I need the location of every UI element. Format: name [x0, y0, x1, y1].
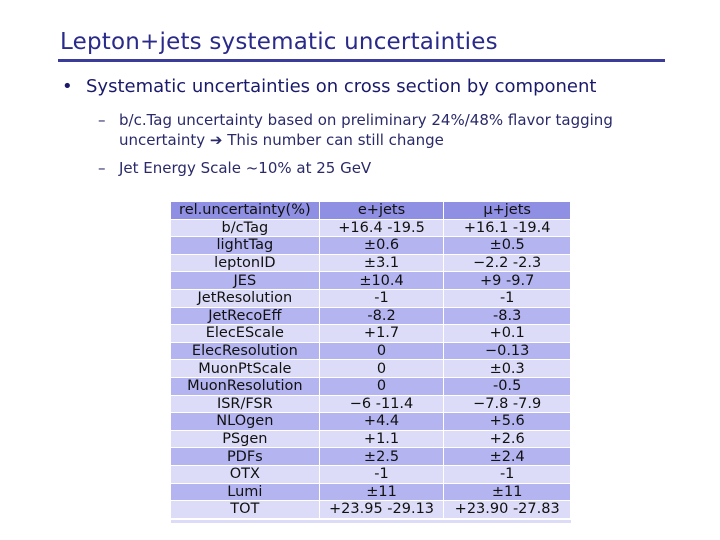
table-cell: lightTag — [171, 236, 320, 255]
main-bullet: • Systematic uncertainties on cross secti… — [62, 76, 596, 97]
table-cell: ±0.5 — [443, 236, 571, 255]
table-cell: ±0.6 — [319, 236, 445, 255]
table-cell: 0 — [319, 342, 445, 361]
table-cell: ±3.1 — [319, 254, 445, 273]
subpoint-btag-line1: b/c.Tag uncertainty based on preliminary… — [119, 111, 613, 129]
table-cell: ±11 — [443, 483, 571, 502]
slide-title: Lepton+jets systematic uncertainties — [60, 29, 498, 55]
uncertainty-table-image: rel.uncertainty(%) e+jets μ+jets b/cTag +16.… — [171, 202, 571, 523]
table-bottom-edge — [171, 520, 571, 523]
table-cell: JetRecoEff — [171, 307, 320, 326]
table-cell: b/cTag — [171, 219, 320, 238]
table-cell: Lumi — [171, 483, 320, 502]
table-row: JetResolution -1 -1 — [171, 289, 571, 308]
table-row: JES ±10.4 +9 -9.7 — [171, 271, 571, 290]
table-cell: leptonID — [171, 254, 320, 273]
table-cell: 0 — [319, 377, 445, 396]
table-cell: +16.1 -19.4 — [443, 219, 571, 238]
table-cell: ±10.4 — [319, 271, 445, 290]
table-cell: −0.13 — [443, 342, 571, 361]
subpoint-jes: – Jet Energy Scale ~10% at 25 GeV — [98, 158, 371, 178]
table-cell: JES — [171, 271, 320, 290]
table-row: MuonResolution 0 -0.5 — [171, 377, 571, 396]
table-cell: +23.90 -27.83 — [443, 500, 571, 519]
table-cell: +4.4 — [319, 412, 445, 431]
table-row: PDFs ±2.5 ±2.4 — [171, 447, 571, 466]
table-cell: +1.1 — [319, 430, 445, 449]
table-cell: -1 — [319, 465, 445, 484]
title-underline — [58, 59, 665, 62]
table-cell: -1 — [443, 465, 571, 484]
table-cell: +9 -9.7 — [443, 271, 571, 290]
table-cell: -8.2 — [319, 307, 445, 326]
uncertainty-table: rel.uncertainty(%) e+jets μ+jets b/cTag +16.… — [171, 202, 571, 519]
table-cell: ISR/FSR — [171, 395, 320, 414]
table-cell: +1.7 — [319, 324, 445, 343]
table-cell: ElecEScale — [171, 324, 320, 343]
subpoint-btag-line2: uncertainty ➔ This number can still chan… — [119, 131, 444, 149]
table-cell: ElecResolution — [171, 342, 320, 361]
main-bullet-text: Systematic uncertainties on cross sectio… — [86, 76, 597, 97]
header-cell: rel.uncertainty(%) — [171, 202, 320, 220]
subpoint-jes-text: Jet Energy Scale ~10% at 25 GeV — [119, 159, 372, 177]
table-row: lightTag ±0.6 ±0.5 — [171, 236, 571, 255]
header-cell: e+jets — [319, 202, 445, 220]
table-cell: ±2.5 — [319, 447, 445, 466]
table-row: OTX -1 -1 — [171, 465, 571, 484]
table-row: TOT +23.95 -29.13 +23.90 -27.83 — [171, 500, 571, 519]
table-cell: PDFs — [171, 447, 320, 466]
table-cell: NLOgen — [171, 412, 320, 431]
table-cell: MuonPtScale — [171, 359, 320, 378]
table-cell: +0.1 — [443, 324, 571, 343]
table-cell: -0.5 — [443, 377, 571, 396]
table-cell: +5.6 — [443, 412, 571, 431]
table-cell: ±11 — [319, 483, 445, 502]
table-row: NLOgen +4.4 +5.6 — [171, 412, 571, 431]
table-row: PSgen +1.1 +2.6 — [171, 430, 571, 449]
table-row: b/cTag +16.4 -19.5 +16.1 -19.4 — [171, 219, 571, 238]
table-row: Lumi ±11 ±11 — [171, 483, 571, 502]
table-row: ISR/FSR −6 -11.4 −7.8 -7.9 — [171, 395, 571, 414]
table-cell: −6 -11.4 — [319, 395, 445, 414]
table-cell: +16.4 -19.5 — [319, 219, 445, 238]
header-cell: μ+jets — [443, 202, 571, 220]
table-row: JetRecoEff -8.2 -8.3 — [171, 307, 571, 326]
table-cell: ±0.3 — [443, 359, 571, 378]
table-row: leptonID ±3.1 −2.2 -2.3 — [171, 254, 571, 273]
table-header-row: rel.uncertainty(%) e+jets μ+jets — [171, 202, 571, 220]
table-row: MuonPtScale 0 ±0.3 — [171, 359, 571, 378]
table-cell: OTX — [171, 465, 320, 484]
table-cell: 0 — [319, 359, 445, 378]
table-cell: -1 — [319, 289, 445, 308]
table-cell: -1 — [443, 289, 571, 308]
table-cell: −7.8 -7.9 — [443, 395, 571, 414]
table-cell: TOT — [171, 500, 320, 519]
dash-marker: – — [98, 159, 106, 177]
table-cell: +23.95 -29.13 — [319, 500, 445, 519]
table-cell: −2.2 -2.3 — [443, 254, 571, 273]
subpoint-btag: – b/c.Tag uncertainty based on preliminar… — [98, 110, 668, 150]
table-cell: -8.3 — [443, 307, 571, 326]
table-cell: ±2.4 — [443, 447, 571, 466]
table-row: ElecResolution 0 −0.13 — [171, 342, 571, 361]
bullet-dot: • — [62, 76, 73, 97]
dash-marker: – — [98, 111, 106, 129]
table-cell: +2.6 — [443, 430, 571, 449]
table-cell: JetResolution — [171, 289, 320, 308]
table-row: ElecEScale +1.7 +0.1 — [171, 324, 571, 343]
table-cell: PSgen — [171, 430, 320, 449]
table-cell: MuonResolution — [171, 377, 320, 396]
